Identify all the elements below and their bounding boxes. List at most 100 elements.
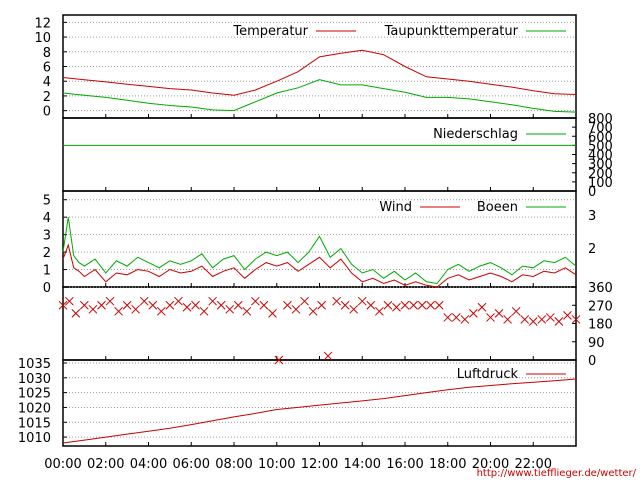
y-tick-label: 4 (43, 211, 51, 226)
legend-label: Temperatur (232, 24, 308, 39)
wind-direction-point (156, 306, 166, 316)
marker-stroke (400, 300, 410, 310)
marker-stroke (274, 355, 284, 365)
x-tick-label: 16:00 (386, 457, 423, 472)
marker-stroke (88, 304, 98, 314)
marker-stroke (417, 300, 427, 310)
wind-direction-point (469, 309, 478, 318)
series-line-luftdruck (62, 378, 577, 444)
y-tick-label: 8 (43, 46, 51, 61)
wind-direction-point (191, 300, 200, 310)
y-tick-label: 1015 (18, 416, 51, 431)
marker-stroke (174, 296, 183, 306)
panel-frame-3 (62, 286, 577, 361)
wind-direction-point (148, 300, 158, 310)
y-tick-label: 0 (43, 281, 51, 296)
marker-stroke (251, 296, 260, 306)
wind-direction-point (323, 351, 333, 361)
marker-stroke (80, 300, 89, 310)
wind-direction-point (80, 300, 89, 310)
marker-stroke (114, 306, 123, 316)
series-line-wind (62, 243, 577, 288)
wind-direction-point (225, 304, 235, 314)
marker-stroke (503, 315, 512, 324)
wind-direction-point (182, 302, 192, 312)
marker-stroke (242, 306, 252, 316)
marker-stroke (323, 351, 333, 361)
y-tick-label-right: 400 (588, 149, 613, 164)
wind-direction-point (131, 304, 141, 314)
y-tick-label: 2 (43, 246, 51, 261)
x-tick-label: 18:00 (429, 457, 466, 472)
wind-direction-point (251, 296, 260, 306)
x-tick-label: 22:00 (515, 457, 552, 472)
wind-direction-point (283, 300, 292, 310)
y-tick-label: 4 (43, 75, 51, 90)
y-tick-label-right: 800 (588, 112, 613, 127)
marker-stroke (105, 296, 115, 306)
x-tick-label: 08:00 (215, 457, 252, 472)
wind-direction-point (366, 300, 376, 310)
wind-direction-point (511, 306, 521, 316)
wind-direction-point (400, 300, 410, 310)
marker-stroke (291, 304, 301, 314)
wind-direction-point (554, 317, 564, 326)
x-tick-label: 12:00 (301, 457, 338, 472)
y-tick-label: 0 (43, 105, 51, 120)
wind-direction-point (409, 300, 418, 310)
series-line-boeen (62, 217, 577, 285)
marker-stroke (165, 300, 175, 310)
legend-label: Luftdruck (457, 367, 519, 382)
marker-stroke (477, 302, 487, 312)
wind-direction-point (300, 296, 309, 306)
marker-stroke (571, 315, 581, 324)
wind-direction-point (545, 313, 555, 322)
wind-direction-point (88, 304, 98, 314)
wind-direction-point (71, 309, 81, 318)
y-tick-label: 10 (34, 31, 51, 46)
marker-stroke (317, 300, 326, 310)
wind-direction-point (357, 296, 367, 306)
y-tick-label: 5 (43, 194, 51, 209)
y-tick-label: 1030 (18, 372, 51, 387)
wind-direction-point (426, 300, 436, 310)
wind-direction-point (58, 300, 68, 310)
marker-stroke (208, 296, 217, 306)
wind-direction-point (97, 300, 106, 310)
y-tick-label-right: 0 (588, 185, 596, 200)
wind-direction-point (563, 311, 572, 320)
marker-stroke (434, 300, 444, 310)
x-tick-label: 02:00 (87, 457, 124, 472)
y-tick-label: 12 (34, 16, 51, 31)
url-text: http://www.tiefflieger.de/wetter/ (477, 468, 637, 479)
marker-stroke (486, 313, 495, 322)
wind-direction-point (383, 300, 393, 310)
marker-stroke (349, 304, 359, 314)
wind-direction-point (174, 296, 183, 306)
wind-direction-point (233, 300, 243, 310)
marker-stroke (460, 315, 470, 324)
wind-direction-point (274, 355, 284, 365)
x-tick-label: 00:00 (44, 457, 81, 472)
wind-direction-point (199, 306, 209, 316)
marker-stroke (225, 304, 235, 314)
marker-stroke (283, 300, 292, 310)
marker-stroke (191, 300, 200, 310)
y-tick-label-right: 700 (588, 121, 613, 136)
marker-stroke (511, 306, 521, 316)
marker-stroke (443, 313, 453, 322)
marker-stroke (308, 306, 318, 316)
wind-direction-point (208, 296, 217, 306)
wind-direction-point (242, 306, 252, 316)
y-tick-label-right: 100 (588, 176, 613, 191)
wind-direction-point (114, 306, 123, 316)
marker-stroke (332, 296, 341, 306)
wind-direction-point (477, 302, 487, 312)
y-tick-label: 6 (43, 61, 51, 76)
legend-label: Niederschlag (433, 127, 518, 142)
y-tick-label: 3 (43, 229, 51, 244)
y-tick-label: 1025 (18, 387, 51, 402)
marker-stroke (494, 309, 504, 318)
wind-direction-point (486, 313, 495, 322)
